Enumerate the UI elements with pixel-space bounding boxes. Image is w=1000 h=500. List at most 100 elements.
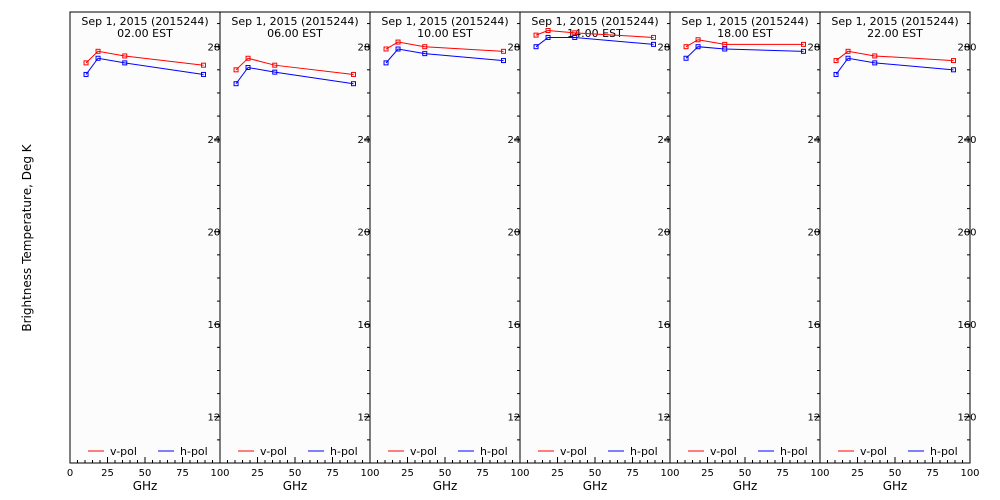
data-point-h-pol <box>722 46 728 52</box>
panel-title-time: 18.00 EST <box>717 27 773 40</box>
data-point-v-pol <box>833 58 839 64</box>
data-point-h-pol <box>845 55 851 61</box>
x-tick-label: 75 <box>926 468 939 479</box>
panel-title-date: Sep 1, 2015 (2015244) <box>531 15 658 28</box>
data-point-h-pol <box>872 60 878 66</box>
panel-5: 120 160 200 240 280 25 50 75 100 GHz Sep 1, 2015 (… <box>669 11 830 493</box>
series-line-h-pol <box>535 36 654 48</box>
x-axis-label: GHz <box>733 479 758 493</box>
data-point-h-pol <box>951 67 956 73</box>
data-point-h-pol <box>422 51 428 57</box>
x-tick-label: 100 <box>810 468 829 479</box>
legend-label-h-pol: h-pol <box>480 445 508 458</box>
series-line-h-pol <box>85 57 204 75</box>
y-tick-label: 120 <box>357 413 376 424</box>
data-point-h-pol <box>683 55 689 61</box>
series-line-v-pol <box>685 39 804 48</box>
data-point-v-pol <box>722 41 728 47</box>
data-point-v-pol <box>545 28 551 34</box>
x-tick-label: 100 <box>510 468 529 479</box>
x-tick-label: 50 <box>289 468 302 479</box>
series-line-h-pol <box>685 46 804 59</box>
y-tick-label: 120 <box>807 413 826 424</box>
x-tick-label: 100 <box>960 468 979 479</box>
y-tick-label: 160 <box>357 320 376 331</box>
y-tick-label: 280 <box>207 43 226 54</box>
x-tick-label: 100 <box>360 468 379 479</box>
data-point-v-pol <box>233 67 239 73</box>
x-tick-label: 100 <box>660 468 679 479</box>
y-tick-label: 160 <box>957 320 976 331</box>
x-tick-label: 25 <box>851 468 864 479</box>
series-line-h-pol <box>835 57 954 75</box>
y-tick-label: 280 <box>357 43 376 54</box>
y-tick-label: 160 <box>657 320 676 331</box>
x-axis-label: GHz <box>883 479 908 493</box>
data-point-v-pol <box>272 62 278 68</box>
data-point-h-pol <box>501 58 506 64</box>
y-tick-label: 160 <box>807 320 826 331</box>
data-point-v-pol <box>422 44 428 50</box>
y-axis-label: Brightness Temperature, Deg K <box>20 143 34 331</box>
data-point-v-pol <box>351 71 356 77</box>
y-tick-label: 280 <box>807 43 826 54</box>
data-point-v-pol <box>801 41 806 47</box>
panel-title-date: Sep 1, 2015 (2015244) <box>81 15 208 28</box>
data-point-v-pol <box>83 60 89 66</box>
data-point-v-pol <box>845 48 851 54</box>
data-point-h-pol <box>122 60 128 66</box>
panel-frame <box>819 11 971 464</box>
y-tick-label: 160 <box>507 320 526 331</box>
data-point-h-pol <box>395 46 401 52</box>
legend-label-h-pol: h-pol <box>630 445 658 458</box>
panel-frame <box>519 11 671 464</box>
y-tick-label: 200 <box>357 228 376 239</box>
x-tick-label: 25 <box>701 468 714 479</box>
y-tick-label: 120 <box>657 413 676 424</box>
y-tick-label: 280 <box>657 43 676 54</box>
x-tick-label: 75 <box>776 468 789 479</box>
panel-title-time: 14.00 EST <box>567 27 623 40</box>
panel-4: 120 160 200 240 280 25 50 75 100 GHz Sep 1, 2015 (… <box>519 11 680 493</box>
x-tick-label: 25 <box>251 468 264 479</box>
y-tick-label: 200 <box>657 228 676 239</box>
x-tick-label: 0 <box>67 468 73 479</box>
y-tick-label: 200 <box>507 228 526 239</box>
data-point-h-pol <box>801 48 806 54</box>
legend-label-v-pol: v-pol <box>110 445 137 458</box>
data-point-v-pol <box>95 48 101 54</box>
data-point-v-pol <box>533 32 539 38</box>
x-tick-label: 75 <box>326 468 339 479</box>
y-tick-label: 240 <box>207 135 226 146</box>
panel-title-time: 06.00 EST <box>267 27 323 40</box>
panel-title-date: Sep 1, 2015 (2015244) <box>831 15 958 28</box>
panel-frame <box>69 11 221 464</box>
series-line-h-pol <box>385 48 504 64</box>
data-point-v-pol <box>201 62 206 68</box>
series-line-v-pol <box>835 50 954 62</box>
y-tick-label: 200 <box>957 228 976 239</box>
data-point-h-pol <box>533 44 539 50</box>
panel-frame <box>219 11 371 464</box>
y-tick-label: 240 <box>807 135 826 146</box>
legend-label-v-pol: v-pol <box>260 445 287 458</box>
y-tick-label: 240 <box>507 135 526 146</box>
legend-label-v-pol: v-pol <box>860 445 887 458</box>
panel-title-time: 22.00 EST <box>867 27 923 40</box>
data-point-v-pol <box>683 44 689 50</box>
x-axis-label: GHz <box>133 479 158 493</box>
y-tick-label: 240 <box>357 135 376 146</box>
legend-label-h-pol: h-pol <box>780 445 808 458</box>
x-tick-label: 100 <box>210 468 229 479</box>
data-point-h-pol <box>545 34 551 40</box>
y-tick-label: 240 <box>657 135 676 146</box>
data-point-v-pol <box>245 55 251 61</box>
y-tick-label: 280 <box>957 43 976 54</box>
panel-frame <box>669 11 821 464</box>
x-tick-label: 75 <box>476 468 489 479</box>
series-line-h-pol <box>235 66 354 85</box>
data-point-h-pol <box>95 55 101 61</box>
legend-label-h-pol: h-pol <box>330 445 358 458</box>
y-tick-label: 240 <box>957 135 976 146</box>
